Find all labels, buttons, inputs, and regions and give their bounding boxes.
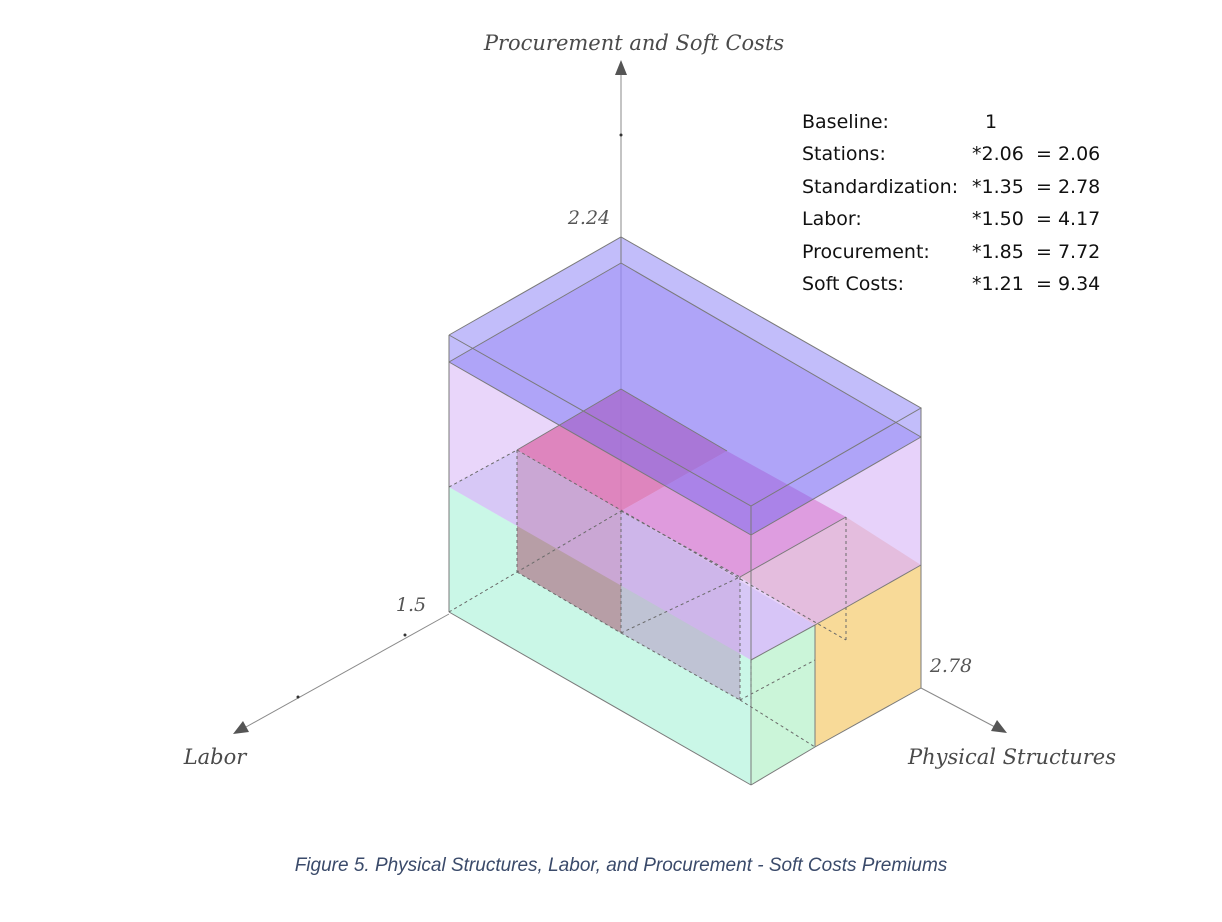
hidden-edges [448,449,847,748]
left-axis-arrow [233,721,249,734]
premium-result: = 7.72 [1036,241,1100,263]
premium-result: = 2.78 [1036,176,1100,198]
premium-name: Stations: [802,143,886,165]
figure-caption: Figure 5. Physical Structures, Labor, an… [295,855,948,876]
premium-name: Procurement: [802,241,930,263]
left-tick-dot-2 [296,695,300,699]
premium-table: Baseline: 1 Stations: *2.06 = 2.06 Stand… [802,111,1100,295]
vertical-axis-label: Procurement and Soft Costs [483,31,785,55]
vertical-tick-dot [619,133,623,137]
premium-factor: *1.50 [972,208,1024,230]
premium-factor: *1.21 [972,273,1024,295]
block-edges [448,236,923,786]
premium-name: Standardization: [802,176,958,198]
premium-factor: 1 [985,111,997,133]
premium-factor: *2.06 [972,143,1024,165]
right-axis [920,687,996,728]
vertical-axis-arrow [615,60,627,75]
premium-row: Labor: *1.50 = 4.17 [802,208,1100,230]
premium-row: Stations: *2.06 = 2.06 [802,143,1100,165]
right-axis-tick: 2.78 [929,655,972,677]
right-axis-label: Physical Structures [907,745,1116,769]
premium-row: Soft Costs: *1.21 = 9.34 [802,273,1100,295]
vertical-axis-tick: 2.24 [567,207,610,229]
right-axis-arrow [991,720,1007,733]
left-tick-dot [403,633,407,637]
premium-row: Standardization: *1.35 = 2.78 [802,176,1100,198]
cost-blocks [448,236,923,786]
premium-result: = 9.34 [1036,273,1100,295]
premium-name: Labor: [802,208,862,230]
premium-factor: *1.35 [972,176,1024,198]
premium-name: Soft Costs: [802,273,904,295]
left-axis-label: Labor [183,745,249,769]
premium-row: Procurement: *1.85 = 7.72 [802,241,1100,263]
procurement-block [449,362,921,660]
soft-costs-block [449,237,921,535]
left-axis [245,613,450,728]
premium-result: = 4.17 [1036,208,1100,230]
premium-name: Baseline: [802,111,889,133]
premium-row: Baseline: 1 [802,111,997,133]
premium-factor: *1.85 [972,241,1024,263]
premium-result: = 2.06 [1036,143,1100,165]
left-axis-tick: 1.5 [396,594,426,616]
